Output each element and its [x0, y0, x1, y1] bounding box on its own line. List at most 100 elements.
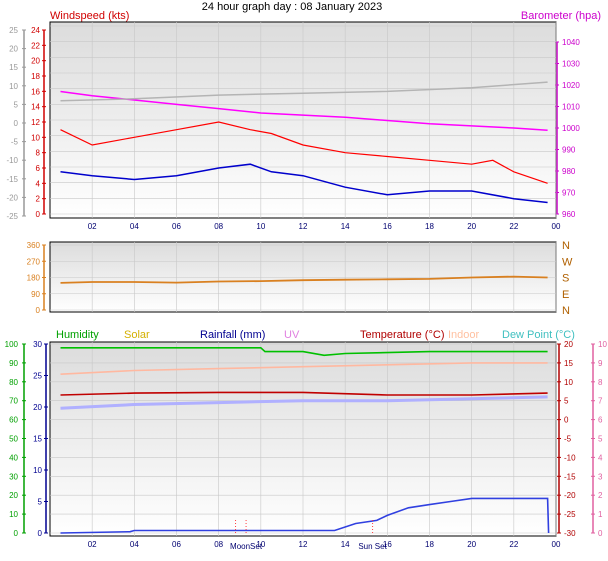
windspeed-tick-label: 8 [36, 149, 41, 158]
series-direction-line [60, 275, 548, 284]
uv-tick-label: 5 [598, 435, 603, 444]
series-indoor-line [60, 362, 548, 375]
legend-entry: UV [284, 329, 300, 341]
x-tick-label: 00 [552, 540, 561, 549]
conditions-series [60, 346, 550, 534]
uv-tick-label: 4 [598, 453, 603, 462]
compass-label: S [562, 273, 569, 285]
x-tick-label: 14 [341, 540, 350, 549]
series-barometer-line [60, 90, 548, 131]
temp-tick-label: -20 [564, 491, 576, 500]
temperature-tick-label: 5 [14, 100, 19, 109]
direction-tick-label: 360 [27, 241, 41, 250]
uv-tick-label: 10 [598, 340, 607, 349]
humidity-tick-label: 80 [9, 378, 18, 387]
temp-tick-label: -25 [564, 510, 576, 519]
x-tick-label: 02 [88, 540, 97, 549]
conditions-panel: Humidity Solar Rainfall (mm) UV Temperature … [5, 329, 608, 551]
humidity-tick-label: 90 [9, 359, 18, 368]
x-tick-label: 06 [172, 540, 181, 549]
rainfall-y-axis: 30 25 20 15 10 5 0 [33, 340, 48, 538]
rainfall-tick-label: 25 [33, 372, 42, 381]
barometer-tick-label: 970 [562, 189, 576, 198]
humidity-tick-label: 50 [9, 435, 18, 444]
rainfall-tick-label: 15 [33, 435, 42, 444]
windspeed-tick-label: 2 [36, 195, 41, 204]
uv-tick-label: 8 [598, 378, 603, 387]
uv-tick-label: 1 [598, 510, 603, 519]
compass-label: N [562, 240, 570, 252]
temp-tick-label: -30 [564, 529, 576, 538]
x-tick-label: 08 [214, 540, 223, 549]
chart-title: 24 hour graph day : 08 January 2023 [202, 1, 382, 13]
x-tick-label: 22 [509, 540, 518, 549]
windspeed-tick-label: 0 [36, 210, 41, 219]
barometer-axis-label: Barometer (hpa) [521, 10, 601, 22]
humidity-tick-label: 60 [9, 416, 18, 425]
temperature-tick-label: 25 [9, 26, 18, 35]
series-temperature-line [60, 81, 548, 102]
x-tick-label: 16 [383, 540, 392, 549]
compass-label: E [562, 289, 569, 301]
windspeed-tick-label: 4 [36, 179, 41, 188]
temperature-tick-label: 20 [9, 45, 18, 54]
temperature-tick-label: -10 [6, 156, 18, 165]
temperature-tick-label: -25 [6, 212, 18, 221]
temperature-tick-label: 15 [9, 63, 18, 72]
barometer-tick-label: 1000 [562, 124, 580, 133]
temp-tick-label: 0 [564, 416, 569, 425]
x-tick-label: 18 [425, 540, 434, 549]
rainfall-tick-label: 20 [33, 403, 42, 412]
windspeed-tick-label: 16 [31, 87, 40, 96]
x-tick-label: 18 [425, 222, 434, 231]
barometer-tick-label: 1020 [562, 81, 580, 90]
windspeed-axis-label: Windspeed (kts) [50, 10, 129, 22]
barometer-tick-label: 1030 [562, 60, 580, 69]
direction-tick-label: 180 [27, 274, 41, 283]
humidity-tick-label: 0 [14, 529, 19, 538]
windspeed-tick-label: 10 [31, 133, 40, 142]
x-tick-label: 12 [299, 222, 308, 231]
humidity-tick-label: 20 [9, 491, 18, 500]
uv-tick-label: 6 [598, 416, 603, 425]
temperature-tick-label: 0 [14, 119, 19, 128]
uv-tick-label: 7 [598, 397, 603, 406]
legend-entry: Temperature (°C) [360, 329, 444, 341]
temp-tick-label: 5 [564, 397, 569, 406]
temp-tick-label: 15 [564, 359, 573, 368]
compass-label: W [562, 256, 573, 268]
rainfall-tick-label: 10 [33, 466, 42, 475]
legend-entry: Dew Point (°C) [502, 329, 575, 341]
x-tick-label: 04 [130, 222, 139, 231]
conditions-legend: Humidity Solar Rainfall (mm) UV Temperature … [56, 329, 575, 341]
x-tick-label: 08 [214, 222, 223, 231]
x-tick-label: 02 [88, 222, 97, 231]
barometer-tick-label: 980 [562, 167, 576, 176]
barometer-tick-label: 1010 [562, 103, 580, 112]
series-temperature-line [60, 391, 548, 396]
series-dew-point-line [60, 395, 548, 410]
sun-set-label: Sun Set [358, 542, 387, 551]
compass-label: N [562, 305, 570, 317]
conditions-x-axis: 02 04 06 08 10 12 14 16 18 20 22 00 [50, 342, 561, 549]
x-tick-label: 10 [256, 222, 265, 231]
barometer-tick-label: 1040 [562, 38, 580, 47]
barometer-tick-label: 990 [562, 146, 576, 155]
temperature-y-axis: 25 20 15 10 5 0 -5 -10 -15 -20 -25 [6, 26, 26, 221]
series-average-line [60, 163, 548, 204]
rainfall-tick-label: 30 [33, 340, 42, 349]
temperature-tick-label: -15 [6, 175, 18, 184]
rainfall-tick-label: 0 [38, 529, 43, 538]
x-tick-label: 20 [467, 540, 476, 549]
series-gust-line [60, 121, 548, 184]
series-humidity-line [60, 346, 548, 357]
x-tick-label: 14 [341, 222, 350, 231]
temperature-tick-label: 10 [9, 82, 18, 91]
uv-tick-label: 0 [598, 529, 603, 538]
wind-panel: Windspeed (kts) Barometer (hpa) 24222018… [6, 10, 601, 231]
